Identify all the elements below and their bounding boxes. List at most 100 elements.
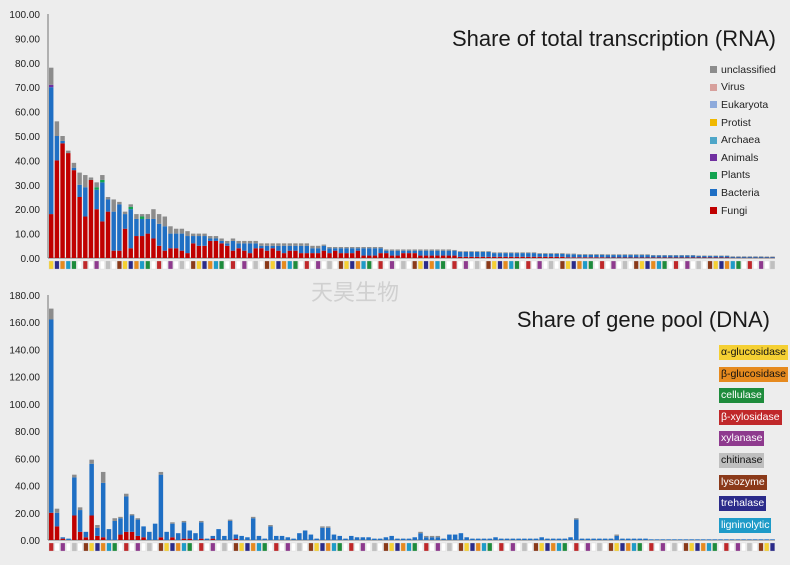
category-cell-dna — [556, 542, 562, 552]
category-cell-rna — [400, 260, 406, 270]
bar-segment-rna-fungi — [418, 255, 423, 258]
category-cell-dna — [250, 542, 256, 552]
category-cell-dna — [187, 542, 193, 552]
category-legend-xylanase: xylanase — [719, 431, 765, 447]
category-cell-rna — [327, 260, 332, 270]
category-cell-rna — [628, 260, 633, 270]
category-cell-rna — [48, 260, 54, 270]
category-cell-rna — [577, 260, 582, 270]
legend-swatch — [710, 66, 717, 74]
category-cell-dna — [596, 542, 602, 552]
bar-segment-rna-fungi — [497, 256, 503, 258]
bar-segment-dna-unclassified — [424, 535, 429, 538]
category-cell-rna — [60, 260, 65, 270]
bar-segment-rna-bacteria — [281, 245, 287, 254]
bar-segment-rna-bacteria — [611, 255, 616, 258]
bar-segment-rna-bacteria — [122, 214, 128, 229]
bar-segment-dna-bacteria — [222, 535, 227, 540]
bar-segment-rna-bacteria — [690, 255, 696, 258]
category-cell-rna — [679, 260, 685, 270]
bar-segment-dna-bacteria — [360, 537, 366, 540]
category-cell-dna — [504, 542, 510, 552]
category-cell-dna — [671, 542, 677, 552]
bar-segment-rna-unclassified — [605, 254, 611, 256]
bar-segment-dna-bacteria — [170, 523, 175, 538]
bar-segment-rna-unclassified — [554, 253, 559, 254]
category-cell-rna — [542, 260, 548, 270]
bar-segment-rna-fungi — [474, 256, 480, 258]
bar-segment-rna-bacteria — [605, 255, 611, 258]
category-cell-rna — [287, 260, 293, 270]
bar-segment-rna-unclassified — [293, 243, 298, 246]
category-cell-rna — [531, 260, 537, 270]
category-cell-dna — [377, 542, 383, 552]
bar-segment-rna-unclassified — [594, 254, 599, 255]
category-cell-dna — [71, 542, 77, 552]
bar-segment-rna-bacteria — [577, 254, 582, 258]
category-legend-row: ligninolytic — [719, 515, 788, 537]
bar-segment-dna-bacteria — [239, 535, 244, 540]
category-cell-rna — [707, 260, 713, 270]
bar-segment-rna-fungi — [270, 248, 275, 258]
bar-segment-rna-bacteria — [446, 250, 452, 256]
bar-segment-rna-bacteria — [94, 189, 99, 210]
bar-segment-dna-bacteria — [764, 539, 769, 540]
bar-segment-rna-fungi — [338, 253, 344, 258]
category-cell-dna — [100, 542, 106, 552]
bar-segment-dna-unclassified — [250, 516, 256, 519]
category-cell-rna — [463, 260, 469, 270]
bar-segment-rna-bacteria — [151, 218, 156, 239]
bar-segment-rna-fungi — [128, 248, 133, 258]
category-cell-rna — [497, 260, 503, 270]
bar-segment-rna-bacteria — [372, 248, 378, 256]
category-cell-rna — [508, 260, 514, 270]
category-cell-dna — [314, 542, 320, 552]
bar-segment-rna-fungi — [423, 255, 429, 258]
bar-segment-dna-bacteria — [470, 538, 475, 540]
y-tick-label-dna: 100.00 — [9, 400, 40, 411]
category-legend-row: lysozyme — [719, 472, 788, 494]
bar-segment-dna-unclassified — [112, 518, 117, 521]
bar-segment-rna-unclassified — [571, 253, 576, 255]
bar-segment-rna-bacteria — [628, 255, 633, 258]
bar-segment-dna-fungi — [54, 526, 60, 540]
bar-segment-rna-bacteria — [259, 245, 264, 249]
bar-segment-rna-bacteria — [156, 223, 162, 246]
category-cell-rna — [599, 260, 605, 270]
bar-segment-rna-fungi — [355, 250, 361, 258]
bar-segment-rna-fungi — [480, 256, 486, 258]
category-cell-rna — [480, 260, 486, 270]
category-cell-rna — [724, 260, 730, 270]
bar-segment-rna-fungi — [213, 240, 219, 258]
bar-segment-dna-fungi — [49, 512, 54, 540]
bar-segment-rna-unclassified — [367, 247, 372, 249]
y-tick-label-dna: 80.00 — [15, 427, 40, 438]
bar-segment-rna-unclassified — [389, 249, 395, 251]
category-cell-rna — [440, 260, 446, 270]
category-cell-dna — [77, 542, 83, 552]
category-cell-dna — [48, 542, 54, 552]
bar-segment-rna-bacteria — [293, 245, 298, 251]
bar-segment-rna-bacteria — [685, 255, 690, 258]
bar-segment-rna-fungi — [105, 211, 111, 258]
category-cell-rna — [151, 260, 156, 270]
bar-segment-rna-bacteria — [520, 253, 525, 257]
bar-segment-rna-unclassified — [168, 226, 173, 234]
bar-segment-rna-fungi — [446, 255, 452, 258]
bar-segment-rna-fungi — [54, 160, 60, 258]
bar-segment-rna-bacteria — [560, 253, 565, 257]
bar-segment-rna-unclassified — [128, 204, 133, 207]
bar-segment-rna-unclassified — [60, 136, 65, 141]
bar-segment-rna-bacteria — [463, 251, 469, 257]
bar-segment-dna-bacteria — [545, 538, 550, 540]
bar-segment-rna-bacteria — [327, 248, 332, 254]
category-cell-dna — [412, 542, 418, 552]
bar-segment-rna-unclassified — [418, 249, 423, 251]
bar-segment-rna-unclassified — [213, 236, 219, 239]
bar-segment-rna-plants — [128, 206, 133, 210]
bar-segment-rna-bacteria — [651, 255, 656, 258]
bar-segment-rna-fungi — [162, 250, 168, 258]
legend-rna: unclassified Virus Eukaryota Protist Archaea… — [710, 61, 776, 219]
bar-segment-rna-bacteria — [361, 248, 366, 256]
